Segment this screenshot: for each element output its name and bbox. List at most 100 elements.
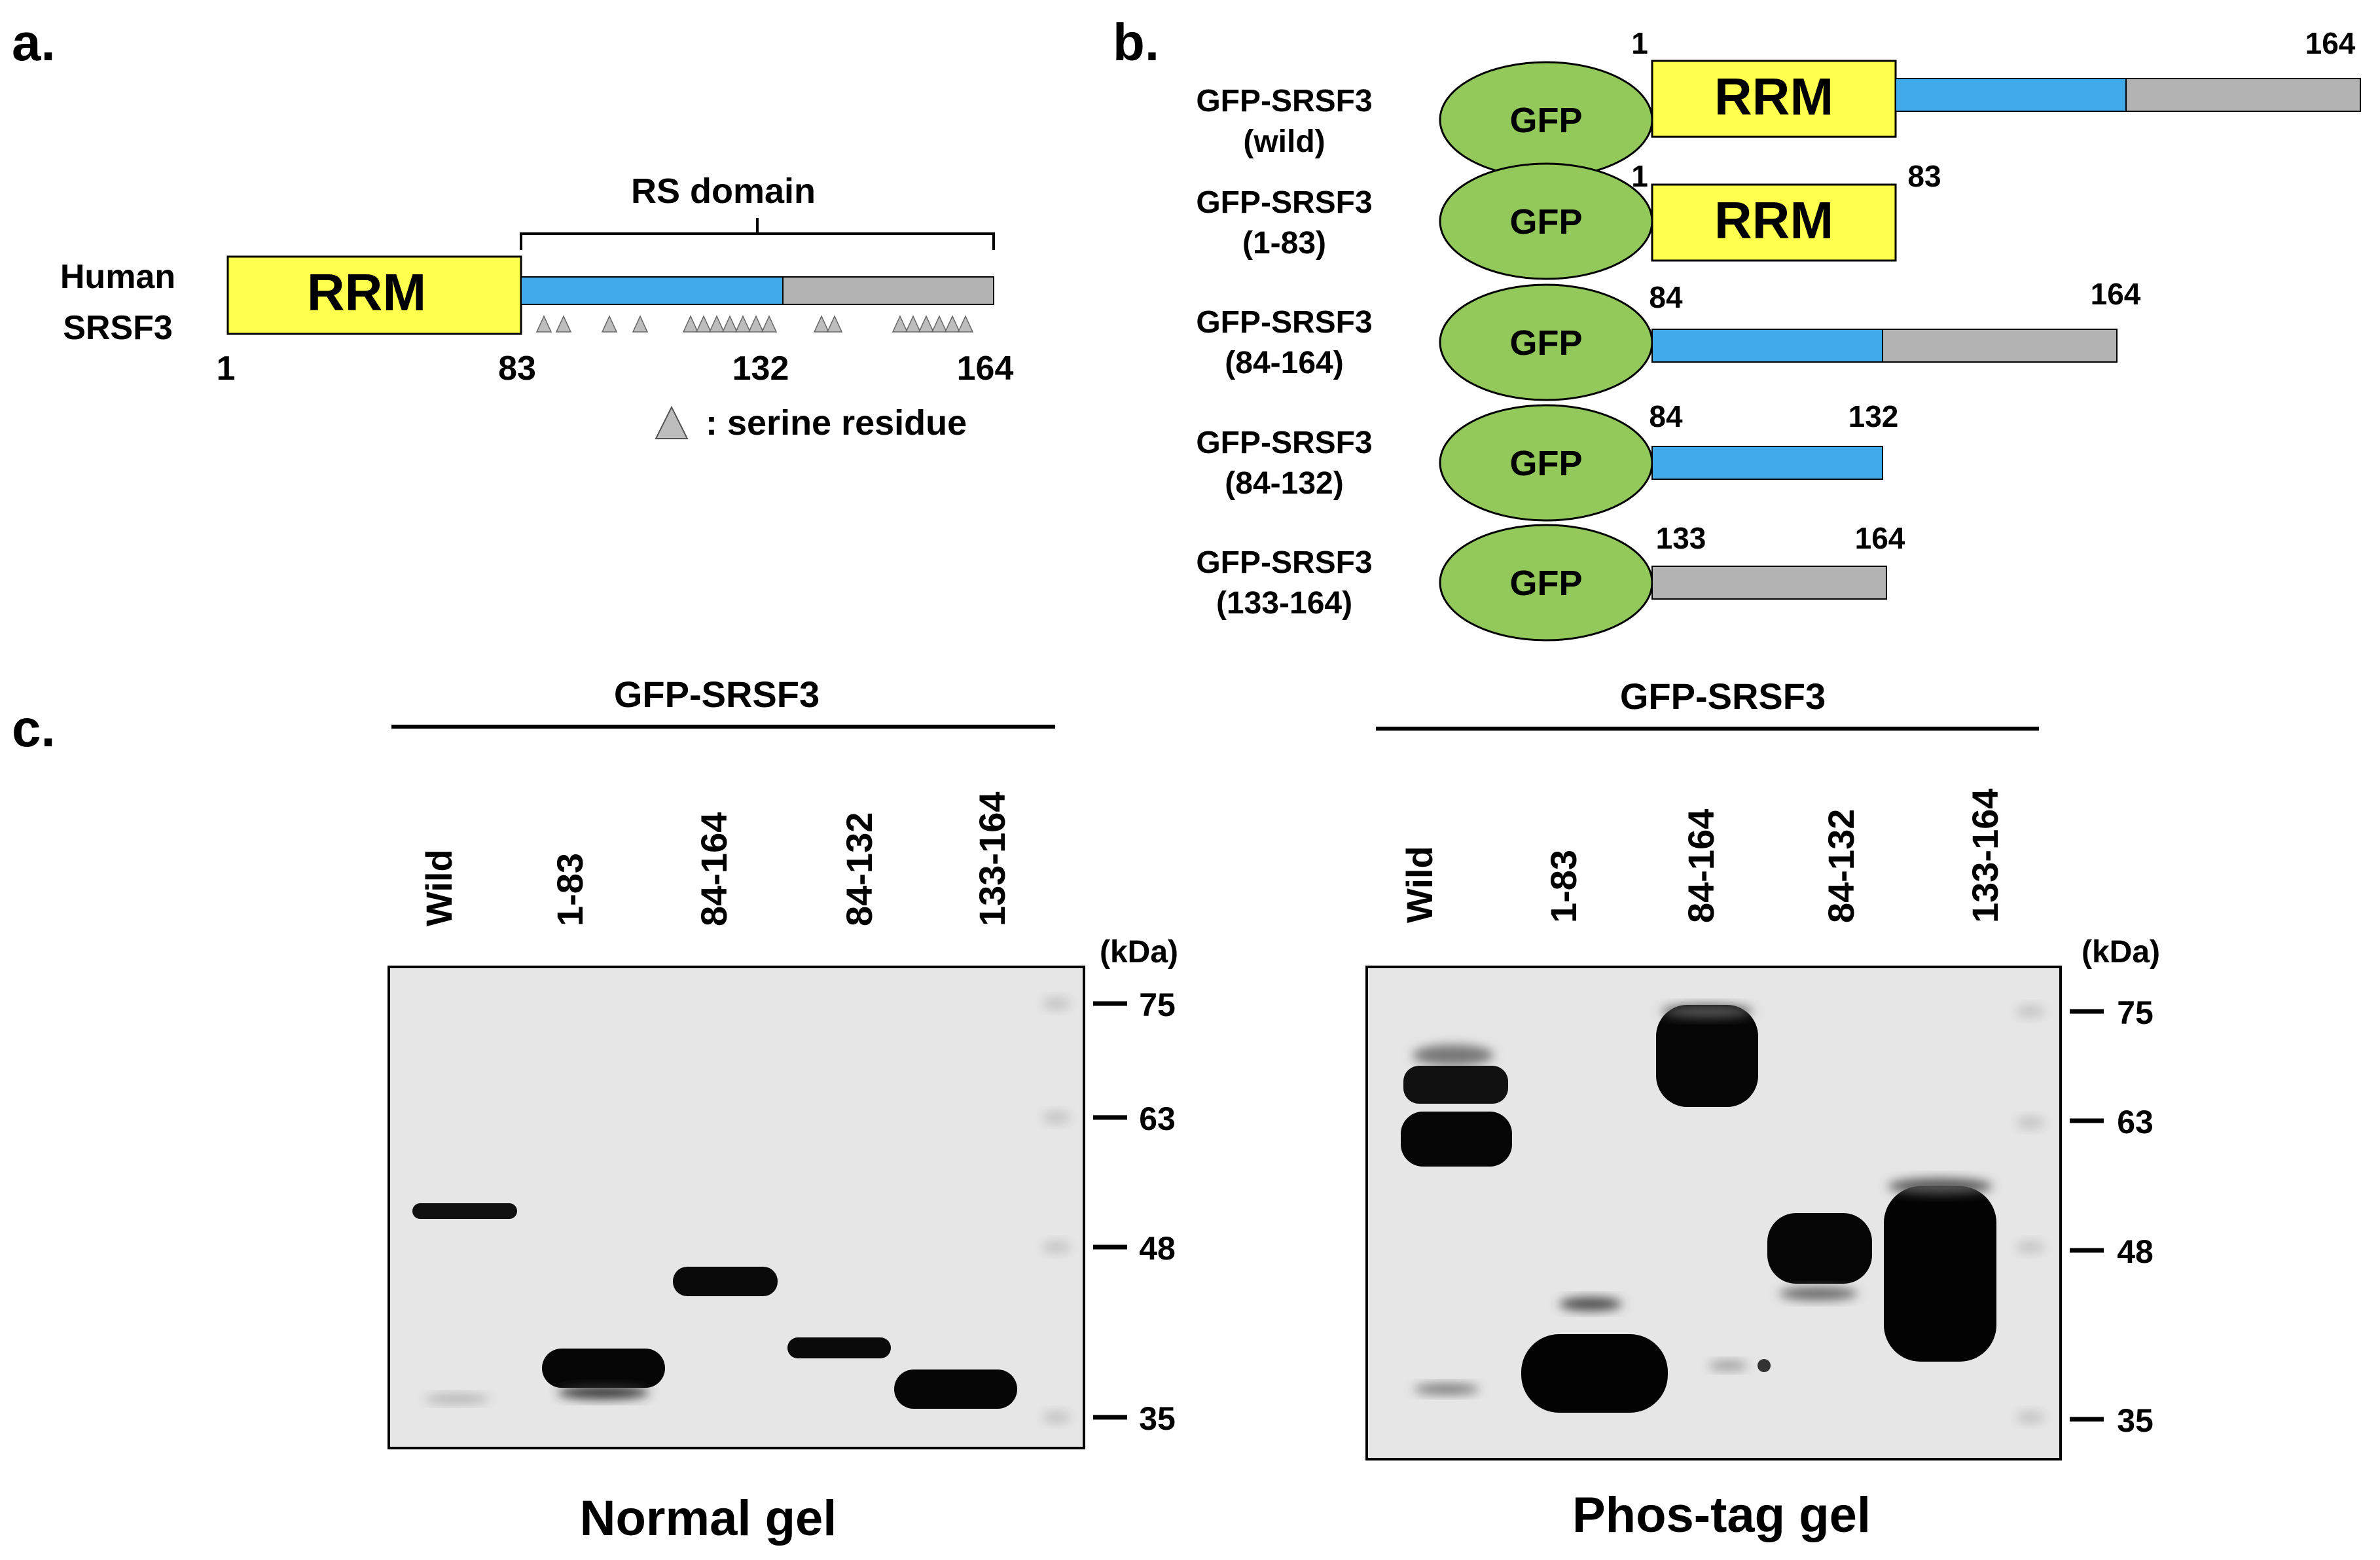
bands: [412, 1203, 1017, 1409]
marker-label: 75: [1139, 987, 1176, 1023]
band: [1401, 1112, 1512, 1167]
lane-label: 1-83: [549, 853, 590, 926]
mw-markers: 75 63 48 35: [2070, 994, 2154, 1439]
serine-marker: [826, 315, 843, 333]
serine-marker: [632, 315, 649, 333]
band-smear: [1661, 1005, 1753, 1018]
marker-label: 63: [2117, 1104, 2154, 1140]
gfp-label: GFP: [1509, 444, 1582, 483]
band-faint: [424, 1394, 490, 1404]
gel-header: GFP-SRSF3: [614, 674, 820, 715]
rs-gray-segment: [1882, 329, 2118, 363]
band: [1767, 1213, 1872, 1284]
serine-marker: [721, 315, 738, 333]
bands: [1401, 1005, 1996, 1413]
band-smear: [1779, 1287, 1858, 1300]
rrm-domain: [1651, 60, 1897, 138]
serine-marker: [734, 315, 751, 333]
rrm-label: RRM: [1714, 67, 1833, 126]
serine-marker: [931, 315, 948, 333]
protein-label-line2: SRSF3: [63, 309, 173, 347]
band: [1403, 1066, 1508, 1104]
rs-blue-segment: [1895, 78, 2127, 112]
construct-name: GFP-SRSF3: [1196, 426, 1372, 460]
construct-range: (84-132): [1225, 466, 1343, 501]
end-position: 164: [2091, 277, 2141, 311]
rs-blue-segment: [1651, 329, 1883, 363]
mw-markers: 75 63 48 35: [1093, 987, 1176, 1437]
band-smear: [1413, 1045, 1494, 1066]
construct-wild: GFP-SRSF3 (wild) GFP RRM 1 164: [1196, 26, 2361, 179]
marker-label: 35: [2117, 1402, 2154, 1439]
serine-marker: [918, 315, 935, 333]
start-position: 1: [1631, 159, 1648, 193]
position-1: 1: [217, 350, 236, 388]
gfp-label: GFP: [1509, 323, 1582, 363]
marker-label: 75: [2117, 994, 2154, 1031]
lane-label: 133-164: [1964, 788, 2006, 923]
lane-label: 84-132: [1820, 809, 1862, 923]
start-position: 84: [1649, 399, 1683, 433]
panel-c: c. GFP-SRSF3 Wild 1-83 84-164 84-132 133…: [12, 674, 2160, 1546]
construct-1-83: GFP-SRSF3 (1-83) GFP RRM 1 83: [1196, 159, 1941, 280]
gel-caption: Normal gel: [580, 1491, 837, 1546]
gel-normal: GFP-SRSF3 Wild 1-83 84-164 84-132 133-16…: [388, 674, 1178, 1546]
marker-label: 63: [1139, 1100, 1176, 1137]
lane-label: Wild: [418, 849, 460, 926]
band-smear: [1888, 1178, 1992, 1194]
position-83: 83: [498, 350, 536, 388]
construct-range: (133-164): [1216, 586, 1352, 621]
rrm-domain: [226, 255, 522, 335]
construct-133-164: GFP-SRSF3 (133-164) GFP 133 164: [1196, 521, 1905, 642]
marker-label: 48: [1139, 1230, 1176, 1267]
serine-marker: [892, 315, 909, 333]
construct-range: (wild): [1243, 124, 1325, 159]
lane-label: 84-164: [693, 812, 734, 926]
band: [1884, 1186, 1996, 1362]
serine-legend-text: : serine residue: [706, 403, 967, 443]
serine-legend-icon: [655, 405, 689, 439]
serine-marker: [905, 315, 922, 333]
end-position: 164: [1855, 521, 1905, 555]
serine-marker: [535, 315, 552, 333]
band-faint: [1708, 1361, 1748, 1370]
gel-caption: Phos-tag gel: [1572, 1487, 1871, 1543]
end-position: 83: [1907, 159, 1941, 193]
position-164: 164: [957, 350, 1014, 388]
band: [542, 1349, 665, 1388]
gel-header: GFP-SRSF3: [1620, 676, 1826, 717]
band: [1521, 1334, 1668, 1413]
lane-label: Wild: [1399, 846, 1440, 923]
lane-labels: Wild 1-83 84-164 84-132 133-164: [418, 791, 1013, 926]
gfp-label: GFP: [1509, 564, 1582, 603]
rs-gray-segment: [1651, 566, 1887, 600]
band: [894, 1370, 1017, 1409]
panel-b: b. GFP-SRSF3 (wild) GFP RRM 1 164 GFP-SR…: [1113, 13, 2361, 642]
lane-label: 84-132: [838, 812, 880, 926]
start-position: 1: [1631, 26, 1648, 60]
serine-marker: [761, 315, 778, 333]
serine-marker: [748, 315, 765, 333]
kda-unit-label: (kDa): [2082, 935, 2160, 970]
serine-marker: [601, 315, 618, 333]
rrm-domain: [1651, 183, 1897, 262]
panel-b-letter: b.: [1113, 13, 1159, 71]
panel-c-letter: c.: [12, 699, 56, 757]
position-132: 132: [732, 350, 789, 388]
rrm-label: RRM: [1714, 191, 1833, 249]
rrm-label: RRM: [307, 263, 426, 321]
rs-domain-blue: [520, 276, 784, 305]
rs-domain-bracket: [520, 218, 995, 250]
marker-label: 35: [1139, 1400, 1176, 1437]
ladder: [1042, 998, 1071, 1423]
serine-markers: [535, 315, 974, 333]
gel-phos-tag: GFP-SRSF3 Wild 1-83 84-164 84-132 133-16…: [1365, 676, 2160, 1543]
rs-gray-segment: [2125, 78, 2361, 112]
lane-label: 133-164: [971, 791, 1013, 926]
gfp-label: GFP: [1509, 101, 1582, 140]
band: [1656, 1005, 1758, 1107]
band-smear: [1559, 1297, 1622, 1311]
serine-marker: [708, 315, 725, 333]
construct-range: (1-83): [1242, 226, 1326, 261]
